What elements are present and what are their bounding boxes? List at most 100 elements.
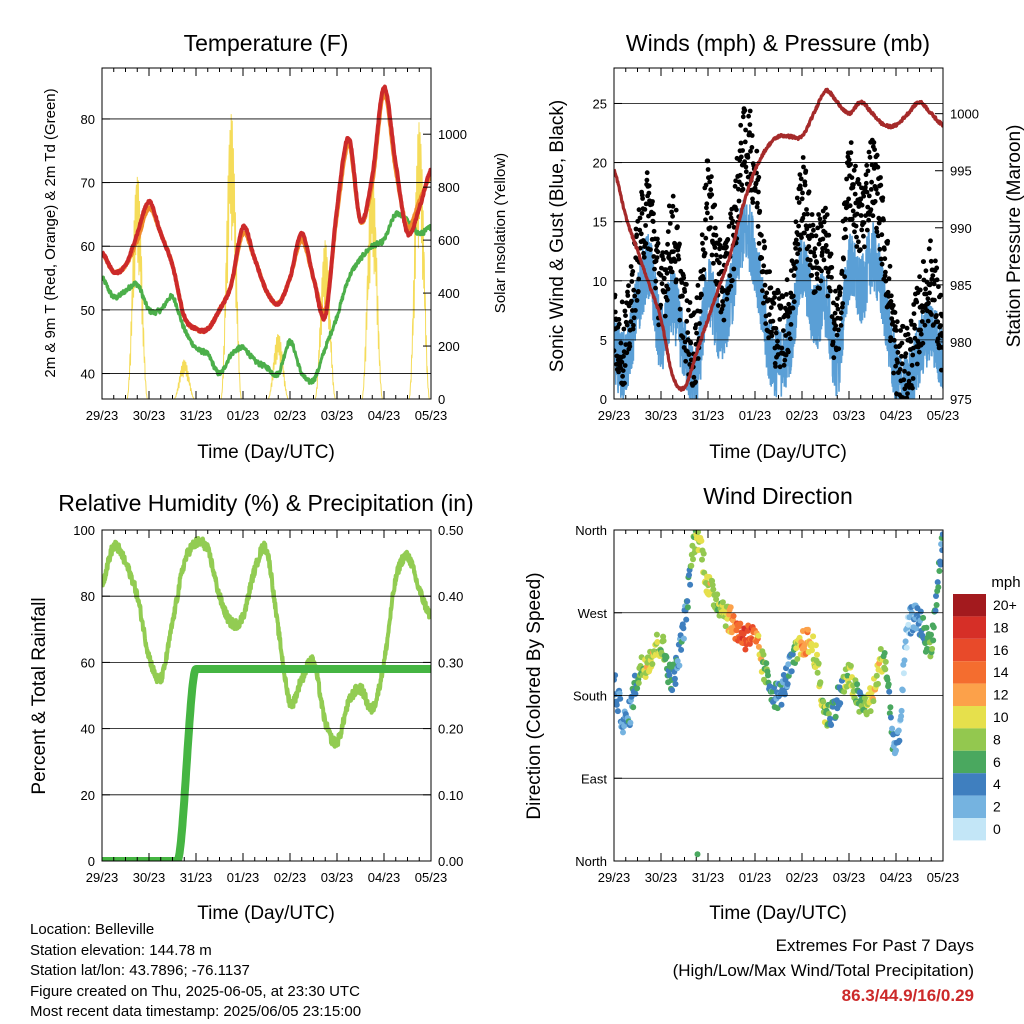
gust-point: [732, 183, 738, 189]
legend-label: 20+: [993, 597, 1017, 613]
gust-point: [669, 269, 675, 275]
gust-point: [719, 306, 725, 312]
direction-point: [616, 690, 623, 697]
gust-point: [738, 122, 744, 128]
gust-point: [711, 260, 716, 266]
direction-point: [875, 680, 881, 687]
humidity-x-tick-label: 03/23: [321, 870, 354, 885]
gust-point: [679, 280, 685, 285]
gust-point: [868, 187, 874, 192]
info-recent: Most recent data timestamp: 2025/06/05 2…: [30, 1003, 362, 1020]
gust-point: [841, 256, 846, 262]
legend-swatch: [953, 750, 986, 774]
temperature-x-tick-label: 29/23: [86, 408, 119, 423]
gust-point: [847, 203, 853, 209]
gust-point: [646, 190, 652, 196]
winds-right-axis-label: Station Pressure (Maroon): [1004, 125, 1024, 348]
gust-point: [701, 267, 707, 272]
gust-point: [935, 319, 941, 325]
gust-point: [763, 321, 769, 326]
gust-point: [687, 300, 693, 305]
temperature-left-tick-label: 70: [81, 176, 95, 191]
gust-point: [776, 290, 781, 295]
gust-point: [875, 233, 881, 239]
gust-point: [849, 175, 855, 181]
direction-point: [774, 705, 781, 712]
winds-right-tick-label: 990: [950, 221, 972, 236]
direction-point: [805, 626, 811, 633]
direction-point: [886, 688, 893, 695]
direction-point: [778, 701, 785, 708]
direction-x-tick-label: 31/23: [692, 870, 725, 885]
direction-point: [700, 550, 707, 557]
direction-x-tick-label: 29/23: [598, 870, 631, 885]
gust-point: [902, 368, 907, 374]
gust-point: [670, 193, 676, 199]
gust-point: [693, 379, 698, 385]
direction-point: [887, 704, 894, 711]
direction-point: [614, 676, 617, 683]
gust-point: [806, 244, 812, 249]
direction-point: [763, 660, 770, 667]
temperature-x-tick-label: 05/23: [415, 408, 448, 423]
gust-point: [742, 139, 748, 145]
gust-point: [747, 122, 753, 127]
gust-point: [818, 223, 824, 229]
gust-point: [882, 246, 887, 252]
direction-point: [937, 561, 943, 568]
gust-point: [762, 244, 768, 250]
direction-point: [746, 640, 753, 647]
temperature-x-tick-label: 03/23: [321, 408, 354, 423]
gust-point: [699, 232, 705, 238]
gust-point: [724, 244, 729, 250]
gust-point: [906, 371, 911, 376]
gust-point: [621, 353, 626, 359]
direction-point: [881, 650, 888, 656]
direction-point: [653, 631, 660, 638]
gust-point: [906, 378, 912, 384]
gust-point: [614, 348, 617, 354]
gust-point: [740, 114, 746, 120]
gust-point: [793, 237, 799, 243]
gust-point: [614, 309, 618, 315]
gust-point: [890, 303, 896, 308]
gust-point: [764, 290, 770, 296]
gust-point: [919, 319, 925, 324]
gust-point: [715, 303, 721, 308]
gust-point: [749, 133, 755, 138]
gust-point: [630, 269, 636, 274]
direction-point: [713, 596, 720, 603]
direction-point: [837, 700, 844, 707]
gust-point: [746, 113, 751, 119]
winds-left-tick-label: 25: [593, 96, 607, 111]
gust-point: [853, 163, 858, 169]
gust-point: [812, 246, 818, 252]
direction-point: [788, 668, 795, 675]
info-elevation: Station elevation: 144.78 m: [30, 941, 212, 959]
direction-point: [687, 581, 694, 588]
direction-point: [913, 625, 920, 632]
gust-point: [731, 224, 737, 230]
info-location: Location: Belleville: [30, 921, 155, 938]
gust-point: [708, 225, 713, 231]
gust-point: [672, 259, 678, 264]
gust-point: [823, 243, 829, 248]
gust-point: [866, 149, 872, 155]
legend-swatch: [953, 773, 986, 796]
gust-point: [702, 250, 708, 256]
winds-right-tick-label: 985: [950, 278, 972, 293]
direction-point: [627, 719, 634, 726]
gust-point: [644, 177, 650, 183]
direction-point: [755, 632, 762, 639]
direction-point: [930, 624, 937, 631]
direction-point: [870, 698, 877, 705]
gust-point: [616, 317, 622, 322]
gust-point: [800, 215, 806, 221]
gust-point: [636, 276, 642, 282]
gust-point: [642, 207, 648, 212]
gust-point: [815, 225, 821, 231]
gust-point: [740, 148, 745, 153]
gust-point: [652, 266, 657, 272]
gust-point: [725, 237, 731, 242]
